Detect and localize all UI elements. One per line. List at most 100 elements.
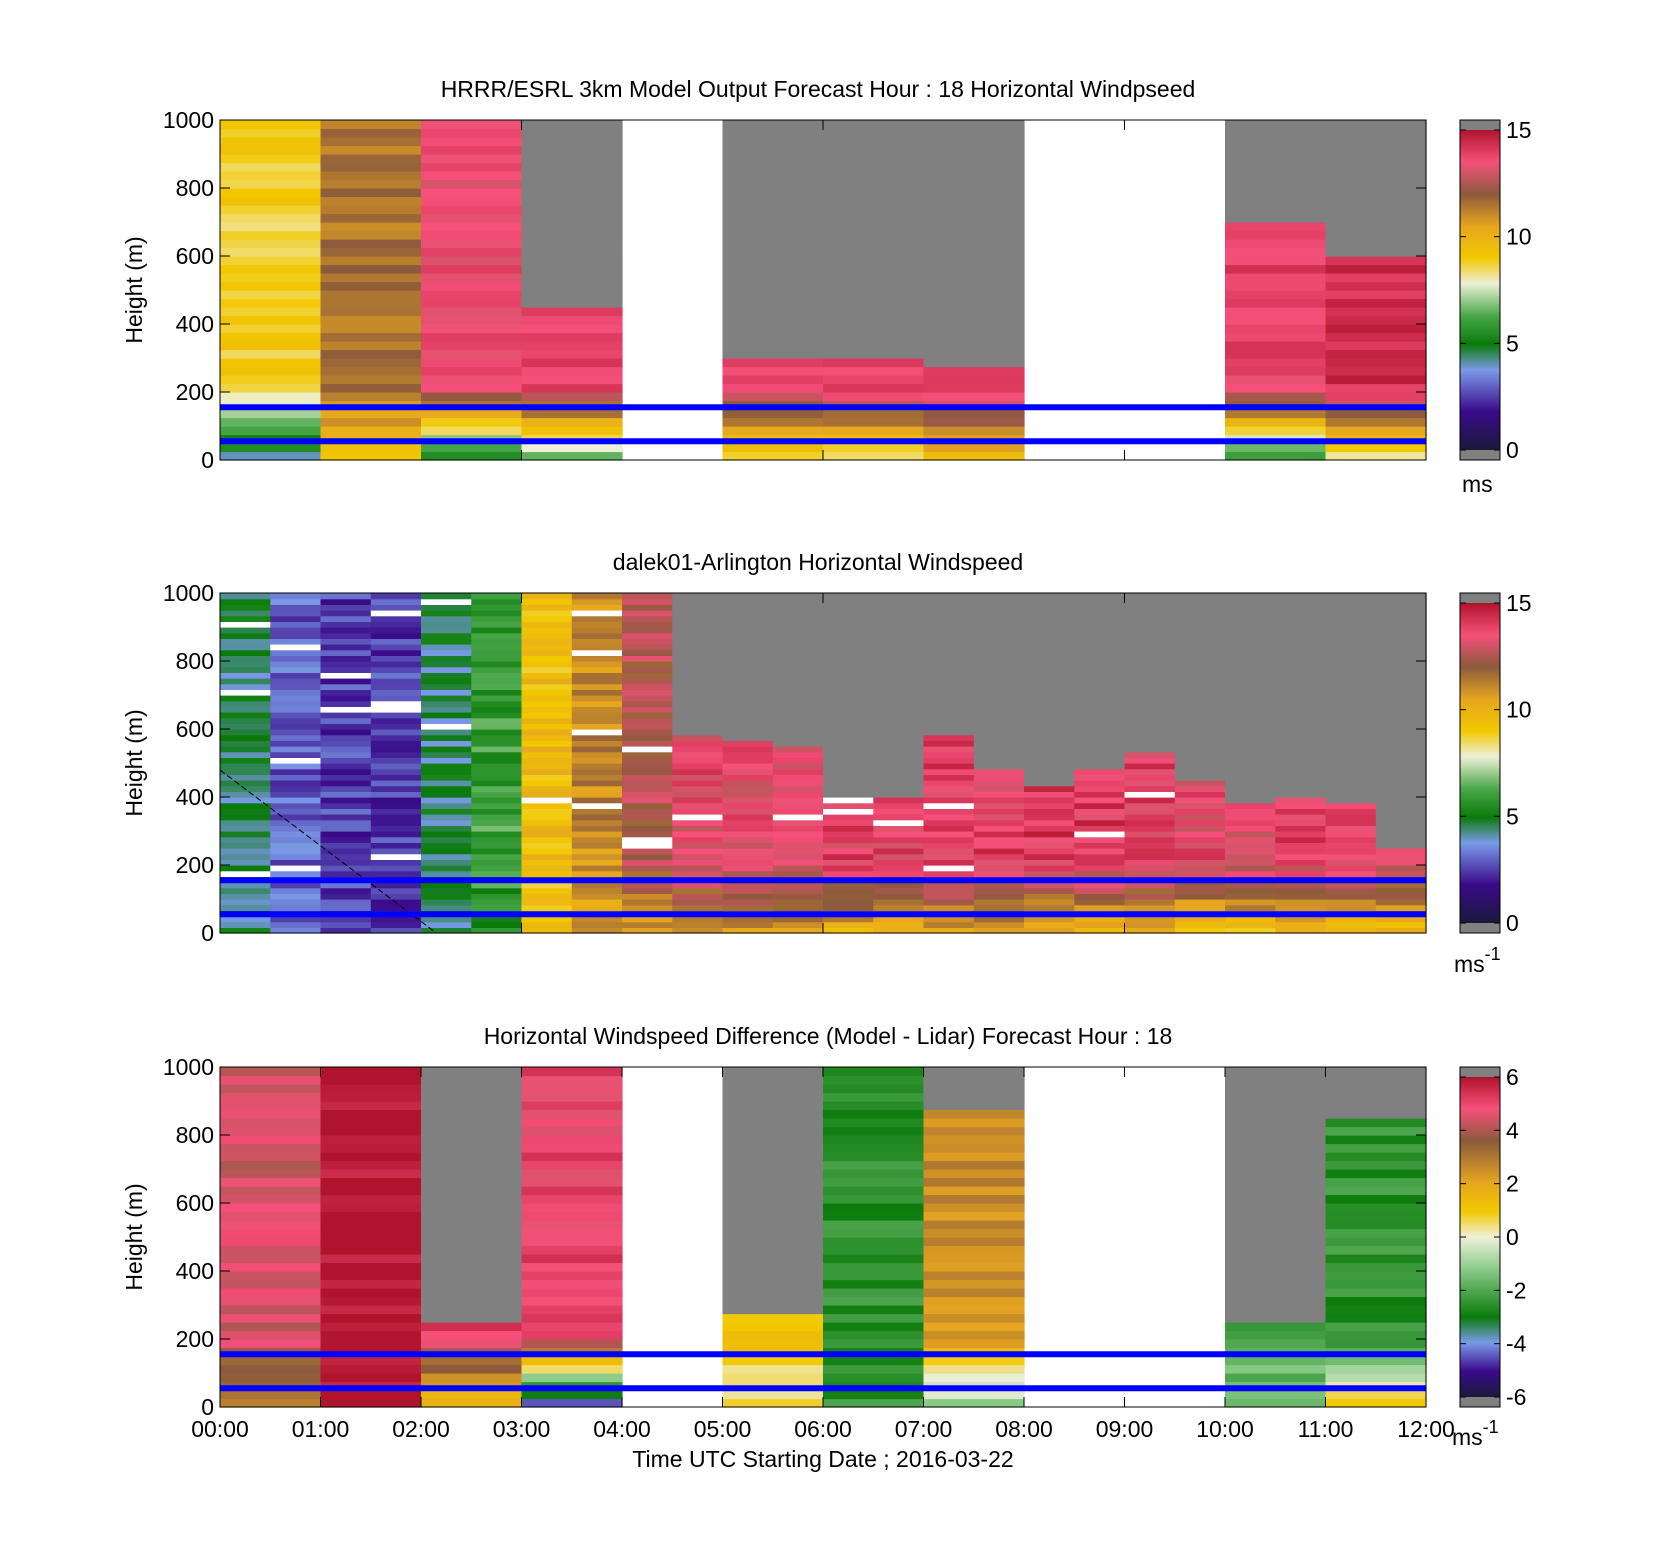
heatmap-cell — [1174, 797, 1226, 804]
y-tick-label: 1000 — [163, 107, 214, 133]
heatmap-cell — [1124, 757, 1176, 764]
heatmap-cell — [1375, 751, 1427, 758]
heatmap-cell — [421, 712, 472, 719]
heatmap-cell — [1375, 887, 1427, 894]
heatmap-cell — [421, 598, 472, 605]
heatmap-cell — [823, 723, 874, 730]
heatmap-cell — [823, 763, 874, 770]
heatmap-cell — [370, 712, 422, 719]
heatmap-cell — [823, 1152, 925, 1162]
heatmap-cell — [220, 887, 271, 894]
heatmap-cell — [1124, 666, 1176, 673]
heatmap-cell — [1074, 661, 1126, 668]
heatmap-cell — [421, 1186, 523, 1196]
heatmap-cell — [1024, 661, 1075, 668]
heatmap-cell — [1325, 349, 1427, 359]
heatmap-cell — [421, 358, 523, 368]
heatmap-cell — [1225, 870, 1276, 877]
heatmap-cell — [1325, 836, 1377, 843]
heatmap-cell — [823, 426, 925, 436]
heatmap-cell — [823, 1390, 925, 1400]
heatmap-cell — [521, 1364, 623, 1374]
heatmap-cell — [471, 717, 523, 724]
heatmap-cell — [973, 627, 1025, 634]
heatmap-cell — [772, 825, 824, 832]
heatmap-cell — [471, 683, 523, 690]
heatmap-cell — [1124, 723, 1176, 730]
heatmap-cell — [722, 264, 824, 274]
heatmap-cell — [571, 706, 623, 713]
heatmap-cell — [873, 899, 925, 906]
heatmap-cell — [1325, 264, 1427, 274]
x-tick-label: 07:00 — [895, 1416, 953, 1442]
heatmap-cell — [1124, 780, 1176, 787]
heatmap-cell — [571, 729, 623, 736]
heatmap-cell — [923, 1373, 1025, 1383]
heatmap-cell — [1024, 842, 1075, 849]
heatmap-cell — [772, 831, 824, 838]
heatmap-cell — [1124, 649, 1176, 656]
heatmap-cell — [722, 1390, 824, 1400]
heatmap-cell — [270, 848, 322, 855]
heatmap-cell — [823, 695, 874, 702]
heatmap-cell — [722, 649, 774, 656]
heatmap-cell — [722, 882, 774, 889]
heatmap-cell — [421, 1203, 523, 1213]
heatmap-cell — [923, 358, 1025, 368]
heatmap-cell — [1225, 1288, 1327, 1298]
heatmap-cell — [622, 887, 673, 894]
heatmap-cell — [270, 757, 322, 764]
heatmap-cell — [1375, 757, 1427, 764]
heatmap-cell — [823, 842, 874, 849]
heatmap-cell — [1124, 678, 1176, 685]
heatmap-cell — [421, 882, 472, 889]
heatmap-cell — [722, 1296, 824, 1306]
heatmap-cell — [722, 1254, 824, 1264]
heatmap-cell — [722, 740, 774, 747]
heatmap-cell — [1325, 870, 1377, 877]
heatmap-cell — [722, 137, 824, 147]
heatmap-cell — [772, 717, 824, 724]
x-tick-label: 10:00 — [1196, 1416, 1254, 1442]
heatmap-cell — [823, 1279, 925, 1289]
heatmap-cell — [1325, 604, 1377, 611]
heatmap-cell — [722, 598, 774, 605]
heatmap-cell — [270, 870, 322, 877]
heatmap-cell — [1225, 1356, 1327, 1366]
heatmap-cell — [1325, 205, 1427, 215]
heatmap-cell — [722, 1330, 824, 1340]
heatmap-cell — [571, 621, 623, 628]
heatmap-cell — [722, 893, 774, 900]
heatmap-cell — [722, 409, 824, 419]
heatmap-cell — [823, 1084, 925, 1094]
heatmap-cell — [1325, 649, 1377, 656]
heatmap-cell — [1124, 836, 1176, 843]
heatmap-cell — [823, 1126, 925, 1136]
heatmap-cell — [1275, 740, 1327, 747]
heatmap-cell — [320, 392, 422, 402]
colorbar-high-cap — [1460, 593, 1500, 603]
heatmap-cell — [471, 825, 523, 832]
heatmap-cell — [1225, 842, 1276, 849]
heatmap-cell — [722, 729, 774, 736]
heatmap-cell — [1225, 927, 1276, 934]
heatmap-cell — [421, 290, 523, 300]
heatmap-cell — [421, 774, 472, 781]
heatmap-cell — [571, 831, 623, 838]
heatmap-cell — [772, 797, 824, 804]
heatmap-cell — [370, 785, 422, 792]
heatmap-cell — [823, 853, 874, 860]
heatmap-cell — [220, 1152, 322, 1162]
heatmap-cell — [1225, 1305, 1327, 1315]
y-tick-label: 400 — [176, 784, 214, 810]
heatmap-cell — [521, 610, 573, 617]
heatmap-cell — [320, 831, 372, 838]
x-tick-label: 08:00 — [995, 1416, 1053, 1442]
heatmap-cell — [923, 1203, 1025, 1213]
heatmap-cell — [672, 689, 724, 696]
heatmap-cell — [622, 893, 673, 900]
heatmap-cell — [923, 298, 1025, 308]
heatmap-cell — [571, 819, 623, 826]
heatmap-cell — [521, 604, 573, 611]
heatmap-cell — [270, 621, 322, 628]
